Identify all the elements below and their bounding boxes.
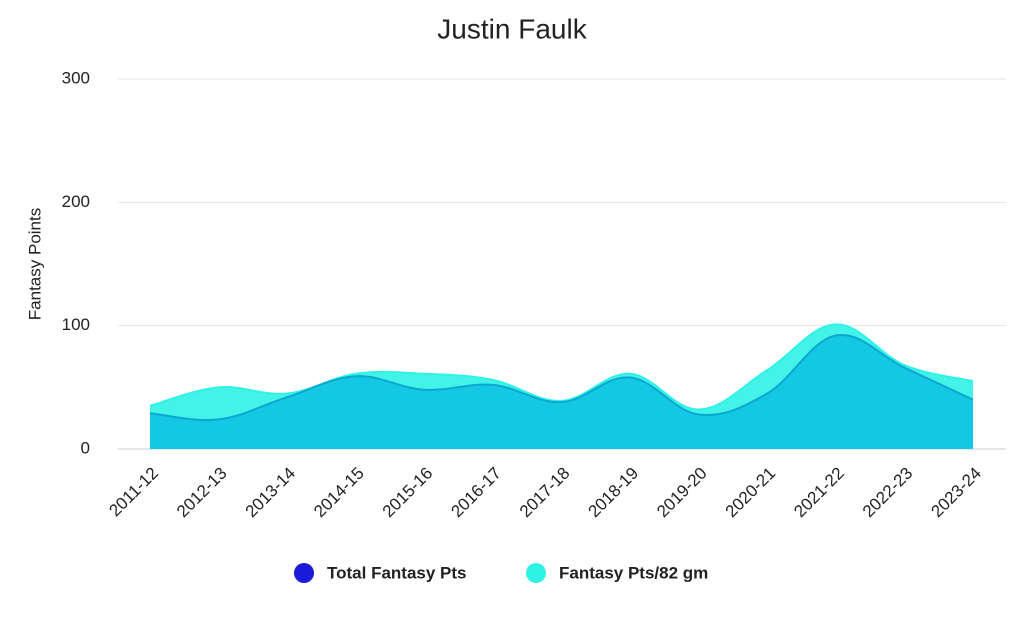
legend-label: Total Fantasy Pts (327, 563, 467, 582)
legend-label: Fantasy Pts/82 gm (559, 563, 708, 582)
x-tick-label: 2020-21 (722, 464, 780, 522)
y-axis-label: Fantasy Points (25, 208, 44, 320)
x-tick-label: 2017-18 (516, 464, 574, 522)
x-tick-label: 2012-13 (173, 464, 231, 522)
y-tick-label: 300 (62, 68, 90, 87)
legend-marker (294, 563, 314, 583)
area (150, 334, 973, 449)
line (149, 323, 974, 411)
x-tick-label: 2015-16 (379, 464, 437, 522)
legend-marker (526, 563, 546, 583)
line (149, 333, 974, 421)
x-tick-label: 2011-12 (105, 464, 162, 521)
x-tick-label: 2023-24 (927, 464, 985, 522)
x-tick-label: 2014-15 (310, 464, 368, 522)
x-tick-label: 2013-14 (242, 464, 300, 522)
x-tick-label: 2016-17 (447, 464, 505, 522)
y-tick-label: 0 (81, 438, 90, 457)
chart-title: Justin Faulk (437, 13, 587, 44)
y-tick-label: 100 (62, 315, 90, 334)
x-tick-label: 2018-19 (585, 464, 643, 522)
x-tick-label: 2022-23 (859, 464, 917, 522)
y-tick-label: 200 (62, 192, 90, 211)
x-tick-label: 2021-22 (790, 464, 848, 522)
x-tick-label: 2019-20 (653, 464, 711, 522)
